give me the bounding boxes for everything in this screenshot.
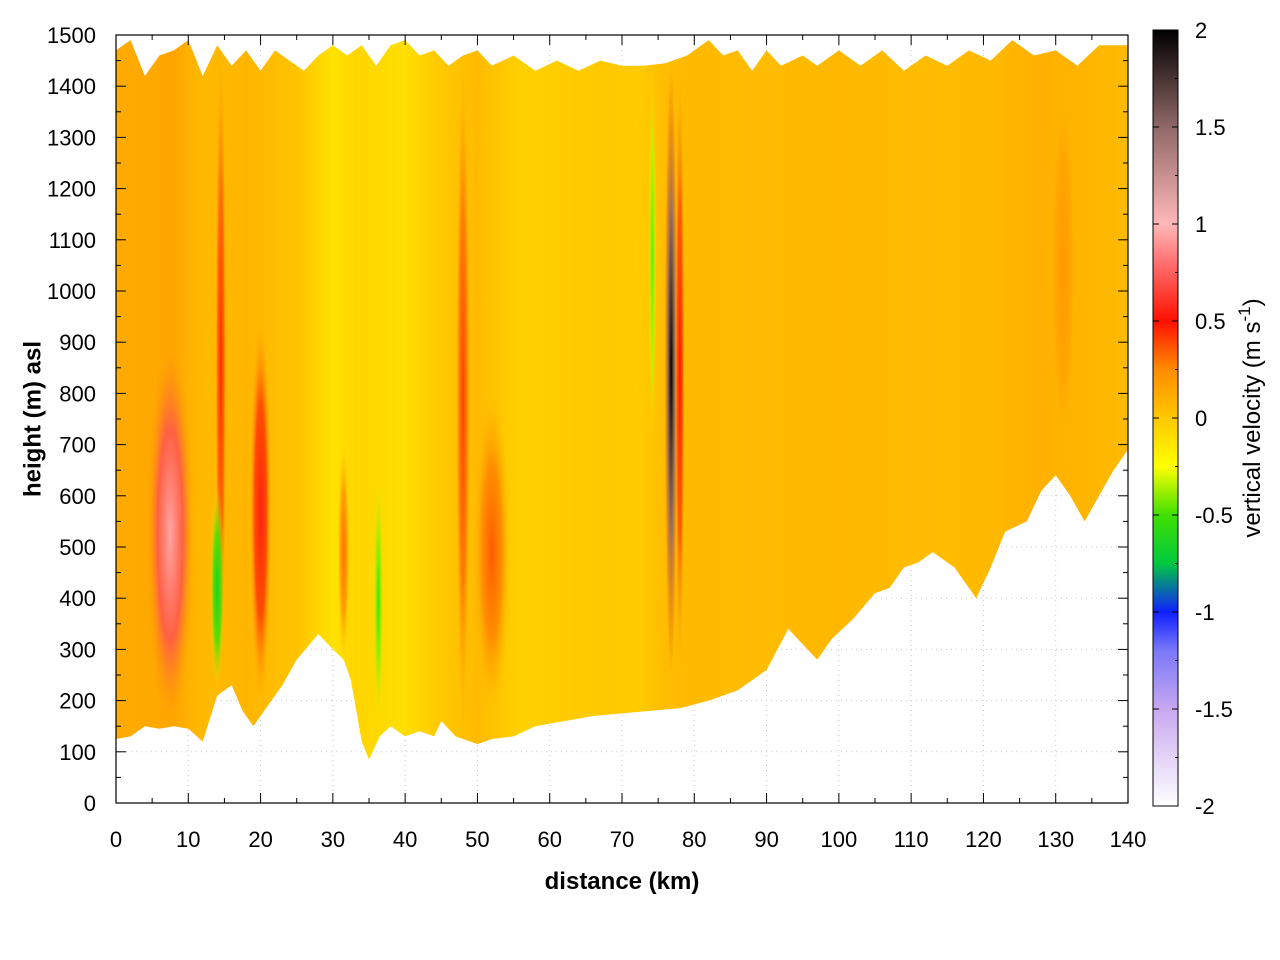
colorbar-tick-label: 0.5 [1195,309,1226,334]
velocity-feature [1048,60,1078,476]
velocity-feature [209,485,225,691]
y-tick-label: 0 [84,791,96,816]
x-tick-label: 100 [820,827,857,852]
colorbar-tick-label: 2 [1195,18,1207,43]
y-tick-label: 1100 [49,228,96,253]
x-tick-label: 130 [1037,827,1074,852]
velocity-feature [373,475,384,727]
velocity-feature [674,65,685,675]
x-tick-label: 80 [682,827,706,852]
colorbar-tick-label: 1.5 [1195,115,1226,140]
colorbar-title-close: ) [1239,298,1266,306]
velocity-feature [455,60,471,737]
colorbar-title-sup: -1 [1235,306,1254,321]
y-tick-label: 400 [59,586,96,611]
colorbar-tick-label: 0 [1195,406,1207,431]
x-tick-label: 60 [537,827,561,852]
y-tick-label: 700 [59,433,96,458]
colorbar-tick-label: -1 [1195,600,1215,625]
y-tick-label: 1500 [47,23,96,48]
x-tick-label: 120 [965,827,1002,852]
colorbar-tick-label: -1.5 [1195,697,1233,722]
colorbar-tick-label: -2 [1195,794,1215,819]
y-tick-label: 800 [59,381,96,406]
colorbar-axis: 2 1.5 1 0.5 0 -0.5 -1 -1.5 -2 [1153,18,1233,819]
velocity-feature [147,342,194,727]
x-tick-label: 10 [176,827,200,852]
x-tick-label: 140 [1110,827,1147,852]
y-tick-label: 100 [59,740,96,765]
velocity-features [147,45,1078,737]
y-tick-label: 1200 [47,177,96,202]
x-tick-label: 0 [110,827,122,852]
velocity-feature [473,393,510,711]
y-tick-label: 900 [59,330,96,355]
y-axis-title: height (m) asl [19,341,46,497]
x-axis: 0 10 20 30 40 50 60 70 80 90 100 110 120 130 140 [110,35,1146,852]
y-tick-label: 200 [59,689,96,714]
y-axis: 0 100 200 300 400 500 600 700 800 900 1000 1100 1200… [47,23,1128,816]
y-tick-label: 1300 [47,125,96,150]
x-tick-label: 70 [610,827,634,852]
x-tick-label: 90 [754,827,778,852]
velocity-field-area [116,40,1128,760]
y-tick-label: 300 [59,637,96,662]
colorbar-title: vertical velocity (m s-1) [1235,298,1266,537]
x-tick-label: 110 [894,827,929,852]
x-tick-label: 50 [465,827,489,852]
x-tick-label: 30 [321,827,345,852]
velocity-feature [664,65,678,675]
velocity-feature [249,316,272,706]
x-axis-title: distance (km) [545,868,700,895]
y-tick-label: 500 [59,535,96,560]
x-tick-label: 40 [393,827,417,852]
colorbar-tick-label: 1 [1195,212,1207,237]
velocity-feature [648,65,657,445]
colorbar-title-main: vertical velocity (m s [1239,322,1266,538]
x-tick-label: 20 [248,827,272,852]
colorbar-tick-label: -0.5 [1195,503,1233,528]
velocity-feature [337,444,350,660]
y-tick-label: 1400 [47,74,96,99]
velocity-field [116,40,1128,760]
y-tick-label: 600 [59,484,96,509]
y-tick-label: 1000 [47,279,96,304]
